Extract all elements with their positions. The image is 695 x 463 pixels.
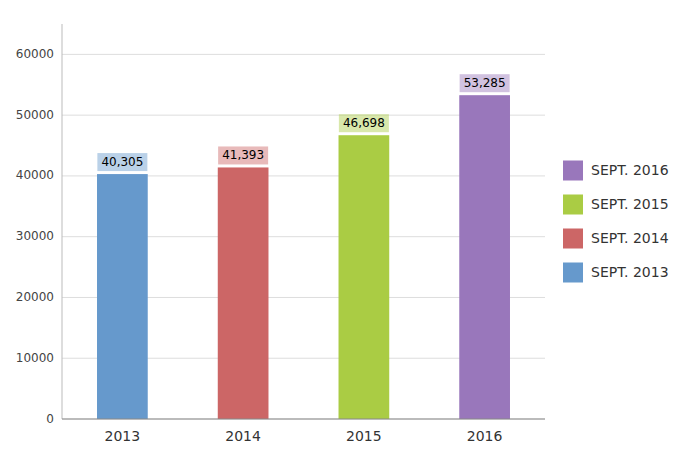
legend-label: SEPT. 2014	[591, 230, 669, 246]
data-label: 40,305	[101, 155, 143, 169]
grid-line	[62, 419, 545, 420]
y-tick-label: 50000	[16, 108, 54, 122]
chart: 0 10000 20000 30000 40000 50000 60000 40,305 41,…	[0, 0, 695, 463]
data-label: 46,698	[343, 116, 385, 130]
bar	[97, 174, 148, 419]
data-label-box	[97, 153, 147, 171]
legend-swatch	[563, 195, 583, 215]
legend-swatch	[563, 161, 583, 181]
x-tick-label: 2016	[467, 428, 503, 444]
x-tick-label: 2013	[105, 428, 141, 444]
data-label-group: 40,305	[97, 153, 147, 171]
y-tick-label: 20000	[16, 290, 54, 304]
legend-label: SEPT. 2013	[591, 264, 669, 280]
legend-swatch	[563, 263, 583, 283]
y-tick-label: 40000	[16, 168, 54, 182]
x-tick-label: 2014	[225, 428, 261, 444]
data-label-box	[339, 114, 389, 132]
bar	[339, 135, 390, 419]
data-label-group: 53,285	[460, 74, 510, 92]
y-tick-label: 10000	[16, 351, 54, 365]
data-label-box	[460, 74, 510, 92]
x-tick-label: 2015	[346, 428, 382, 444]
data-label-group: 41,393	[218, 146, 268, 164]
data-label: 41,393	[222, 148, 264, 162]
legend: SEPT. 2016 SEPT. 2015 SEPT. 2014 SEPT. 2013	[563, 161, 669, 283]
y-tick-label: 30000	[16, 229, 54, 243]
data-label-box	[218, 146, 268, 164]
data-labels: 40,305 41,393 46,698 53,285	[97, 74, 509, 171]
y-axis: 0 10000 20000 30000 40000 50000 60000	[16, 24, 545, 426]
legend-label: SEPT. 2016	[591, 162, 669, 178]
y-tick-label: 60000	[16, 47, 54, 61]
legend-label: SEPT. 2015	[591, 196, 669, 212]
x-axis-line	[62, 419, 545, 420]
bar	[218, 167, 269, 419]
data-label: 53,285	[464, 76, 506, 90]
y-axis-line	[62, 24, 63, 419]
legend-swatch	[563, 229, 583, 249]
x-axis: 2013 2014 2015 2016	[62, 419, 545, 444]
data-label-group: 46,698	[339, 114, 389, 132]
bar	[459, 95, 510, 419]
y-tick-label: 0	[46, 412, 54, 426]
grid-line	[62, 54, 545, 55]
bars	[97, 95, 510, 419]
